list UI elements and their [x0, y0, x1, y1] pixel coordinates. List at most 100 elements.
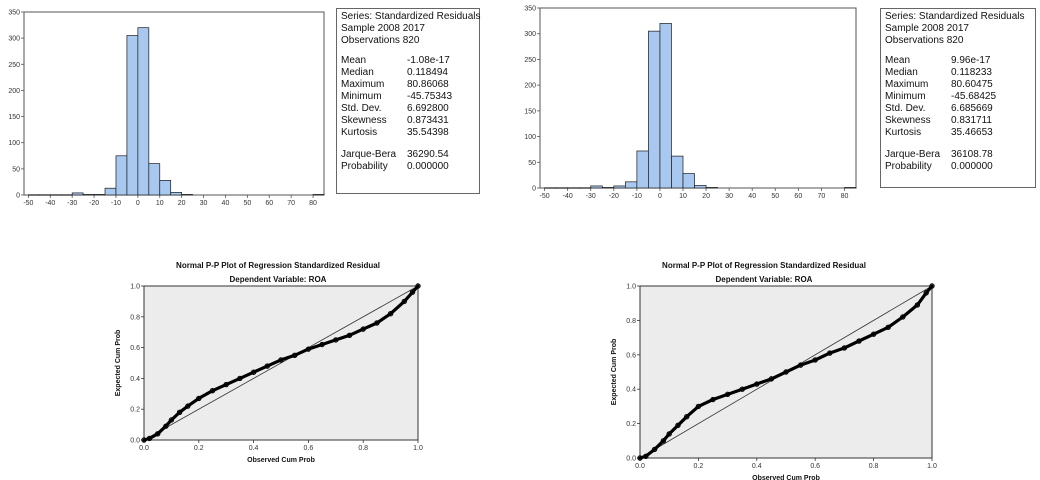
- x-tick-label: 0.0: [635, 463, 645, 470]
- stats-row: Maximum 80.60475: [885, 79, 996, 91]
- x-tick-label: 0.2: [194, 445, 204, 452]
- stat-value: 35.54398: [407, 127, 449, 138]
- pp-point: [146, 435, 153, 442]
- stat-value: -45.68425: [951, 91, 997, 102]
- stat-key: Minimum: [885, 91, 926, 102]
- y-tick-label: 250: [8, 62, 20, 69]
- pp-point: [856, 338, 862, 344]
- stats-table-2: Mean 9.96e-17 Median 0.118233 Maximum 80.60…: [885, 55, 996, 173]
- histogram-bar: [38, 194, 51, 196]
- stat-key: Median: [885, 67, 918, 78]
- stats-sample-label: Sample 2008 2017: [885, 23, 969, 34]
- x-tick-label: 10: [156, 200, 164, 207]
- pp-plot-panel-2: Normal P-P Plot of Regression Standardiz…: [598, 256, 948, 480]
- pp-point: [333, 337, 339, 343]
- stat-key: Probability: [341, 161, 388, 172]
- statistics-box-1: Series: Standardized Residuals Sample 20…: [336, 8, 481, 194]
- stats-row: Mean 9.96e-17: [885, 55, 996, 67]
- pp-plot-panel-1: Normal P-P Plot of Regression Standardiz…: [100, 256, 440, 466]
- histogram-bar: [555, 187, 569, 189]
- x-tick-label: 1.0: [413, 445, 423, 452]
- y-tick-label: 0.2: [130, 407, 140, 414]
- stats-row: Kurtosis 35.54398: [341, 127, 452, 139]
- histogram-bar: [115, 155, 128, 196]
- pp-point: [278, 357, 284, 363]
- x-tick-label: 60: [794, 193, 802, 200]
- pp-point: [739, 386, 745, 392]
- y-tick-label: 150: [8, 114, 20, 121]
- pp-point: [783, 369, 789, 375]
- histogram-bar: [181, 194, 193, 196]
- y-tick-label: 300: [8, 36, 20, 43]
- stats-row: Skewness 0.831711: [885, 115, 996, 127]
- stat-key: Mean: [885, 55, 911, 66]
- pp-point: [812, 357, 818, 363]
- y-tick-label: 0.6: [626, 352, 636, 359]
- y-tick-label: 350: [8, 10, 20, 17]
- pp-point: [660, 438, 667, 444]
- chart-title: Normal P-P Plot of Regression Standardiz…: [176, 261, 380, 270]
- y-tick-label: 0.8: [626, 318, 636, 325]
- pp-curve: [638, 284, 934, 460]
- y-tick-label: 350: [524, 6, 536, 13]
- stats-series-label: Series: Standardized Residuals: [341, 11, 481, 22]
- y-tick-label: 1.0: [130, 284, 140, 291]
- stat-value: 80.60475: [951, 79, 993, 90]
- y-tick-label: 50: [528, 160, 536, 167]
- histogram-bar: [137, 27, 150, 196]
- pp-point: [141, 437, 147, 443]
- x-tick-label: 40: [748, 193, 756, 200]
- pp-point: [264, 363, 271, 369]
- stat-key: Std. Dev.: [885, 103, 926, 114]
- x-tick-label: 70: [818, 193, 826, 200]
- stats-row: Probability 0.000000: [341, 161, 452, 173]
- pp-point: [415, 283, 421, 289]
- x-tick-label: 0: [136, 200, 140, 207]
- histogram-bar: [159, 180, 172, 196]
- histogram-bar: [544, 187, 557, 189]
- stat-value: 0.000000: [407, 161, 449, 172]
- y-tick-label: 200: [524, 83, 536, 90]
- y-axis-label: Expected Cum Prob: [115, 330, 122, 397]
- x-tick-label: 0.2: [694, 463, 704, 470]
- y-tick-label: 200: [8, 88, 20, 95]
- stat-value: 36290.54: [407, 149, 449, 160]
- x-tick-label: -20: [609, 193, 619, 200]
- stats-row: Minimum -45.68425: [885, 91, 996, 103]
- stat-key: Kurtosis: [885, 127, 922, 138]
- y-tick-label: 100: [524, 134, 536, 141]
- pp-point: [666, 431, 672, 437]
- stats-row: Maximum 80.86068: [341, 79, 452, 91]
- pp-point: [360, 326, 366, 332]
- stat-value: 0.831711: [951, 115, 992, 126]
- pp-point: [409, 289, 416, 295]
- x-tick-label: 1.0: [927, 463, 937, 470]
- y-tick-label: 150: [524, 108, 536, 115]
- x-tick-label: 10: [679, 193, 687, 200]
- stat-key: Std. Dev.: [341, 103, 382, 114]
- pp-point: [827, 350, 833, 356]
- pp-point: [223, 381, 229, 388]
- stats-row: Skewness 0.873431: [341, 115, 452, 127]
- stat-value: -1.08e-17: [407, 55, 450, 66]
- histogram-bar: [49, 194, 62, 196]
- pp-point: [651, 446, 658, 453]
- x-tick-label: 80: [309, 200, 317, 207]
- stat-value: 6.685669: [951, 103, 993, 114]
- pp-point: [637, 455, 643, 461]
- y-tick-label: 0.0: [626, 456, 636, 463]
- stats-row: Median 0.118494: [341, 67, 452, 79]
- histogram-bar: [126, 35, 139, 196]
- pp-point: [163, 423, 169, 429]
- pp-point: [841, 345, 848, 351]
- stat-key: Skewness: [341, 115, 387, 126]
- x-tick-label: -50: [540, 193, 550, 200]
- pp-point: [695, 403, 702, 410]
- x-tick-label: 80: [841, 193, 849, 200]
- y-tick-label: 1.0: [626, 284, 636, 291]
- x-tick-label: 0: [658, 193, 662, 200]
- x-tick-label: 40: [222, 200, 230, 207]
- reference-line: [143, 285, 419, 441]
- histogram-bar: [578, 187, 592, 189]
- pp-point: [768, 376, 775, 382]
